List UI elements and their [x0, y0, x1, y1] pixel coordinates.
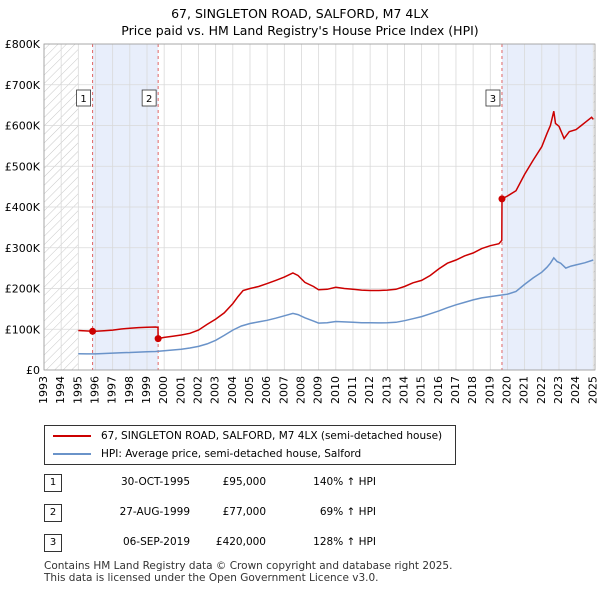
- transaction-row: 3 06-SEP-2019 £420,000 128% ↑ HPI: [44, 534, 464, 552]
- y-tick-label: £500K: [5, 160, 41, 173]
- y-tick-label: £400K: [5, 201, 41, 214]
- x-tick-label: 2015: [415, 376, 428, 404]
- transaction-hpi-change: 69% ↑ HPI: [319, 506, 376, 518]
- legend-swatch-red: [53, 435, 91, 437]
- x-tick-label: 2001: [174, 376, 187, 404]
- x-tick-label: 2007: [277, 376, 290, 404]
- y-tick-label: £600K: [5, 120, 41, 133]
- y-tick-label: £300K: [5, 242, 41, 255]
- legend-swatch-blue: [53, 453, 91, 455]
- x-tick-label: 2009: [312, 376, 325, 404]
- transaction-number: 2: [44, 504, 62, 522]
- sale-marker-box: [76, 89, 91, 107]
- x-tick-label: 2013: [380, 376, 393, 404]
- legend-label-property: 67, SINGLETON ROAD, SALFORD, M7 4LX (sem…: [101, 430, 443, 442]
- x-tick-label: 1998: [123, 376, 136, 404]
- chart-title: 67, SINGLETON ROAD, SALFORD, M7 4LX: [171, 6, 429, 21]
- transaction-number: 1: [44, 474, 62, 492]
- property-series-line: [78, 111, 594, 340]
- x-tick-label: 1994: [54, 376, 67, 404]
- x-tick-label: 1996: [88, 376, 101, 404]
- sale-point: [89, 327, 97, 335]
- transaction-price: £95,000: [222, 476, 266, 488]
- sale-point: [498, 195, 506, 203]
- transaction-row: 1 30-OCT-1995 £95,000 140% ↑ HPI: [44, 474, 464, 492]
- y-tick-label: £800K: [5, 38, 41, 51]
- transaction-row: 2 27-AUG-1999 £77,000 69% ↑ HPI: [44, 504, 464, 522]
- transaction-hpi-change: 140% ↑ HPI: [313, 476, 376, 488]
- price-chart: 1 2 3 £0 £100K £200K £300K £400K £500K £600K £700…: [5, 38, 600, 404]
- transaction-hpi-change: 128% ↑ HPI: [313, 536, 376, 548]
- footer-copyright: Contains HM Land Registry data © Crown c…: [44, 560, 453, 572]
- x-tick-label: 2018: [466, 376, 479, 404]
- x-tick-label: 2022: [535, 376, 548, 404]
- x-tick-label: 2021: [518, 376, 531, 404]
- x-tick-label: 2023: [552, 376, 565, 404]
- x-tick-label: 2017: [449, 376, 462, 404]
- hpi-series-line: [78, 256, 594, 355]
- x-tick-label: 2020: [500, 376, 513, 404]
- x-tick-label: 1997: [106, 376, 119, 404]
- sale-marker-label: 2: [146, 94, 152, 105]
- y-tick-label: £700K: [5, 79, 41, 92]
- x-tick-label: 2024: [569, 376, 582, 404]
- x-tick-label: 2002: [191, 376, 204, 404]
- chart-legend: 67, SINGLETON ROAD, SALFORD, M7 4LX (sem…: [44, 425, 456, 465]
- transaction-date: 27-AUG-1999: [119, 506, 190, 518]
- x-tick-label: 2010: [329, 376, 342, 404]
- x-tick-label: 2008: [294, 376, 307, 404]
- x-tick-label: 2012: [363, 376, 376, 404]
- y-tick-label: £0: [26, 364, 40, 377]
- transaction-price: £77,000: [222, 506, 266, 518]
- x-tick-label: 2006: [260, 376, 273, 404]
- x-tick-label: 1995: [71, 376, 84, 404]
- x-tick-label: 2011: [346, 376, 359, 404]
- transaction-price: £420,000: [215, 536, 266, 548]
- sale-point: [154, 335, 162, 343]
- sale-marker-box: [141, 89, 157, 107]
- y-tick-label: £100K: [5, 323, 41, 336]
- x-tick-label: 2005: [243, 376, 256, 404]
- legend-item-hpi: HPI: Average price, semi-detached house,…: [53, 446, 361, 462]
- x-tick-label: 2019: [483, 376, 496, 404]
- x-tick-label: 1999: [140, 376, 153, 404]
- x-tick-label: 2025: [586, 376, 599, 404]
- y-tick-label: £200K: [5, 283, 41, 296]
- sale-marker-label: 1: [80, 94, 86, 105]
- sale-marker-label: 3: [490, 94, 496, 105]
- x-tick-label: 2014: [397, 376, 410, 404]
- footer-licence: This data is licensed under the Open Gov…: [44, 572, 379, 584]
- x-tick-label: 1993: [37, 376, 50, 404]
- x-tick-label: 2000: [157, 376, 170, 404]
- x-tick-label: 2003: [209, 376, 222, 404]
- x-tick-label: 2004: [226, 376, 239, 404]
- legend-label-hpi: HPI: Average price, semi-detached house,…: [101, 448, 362, 460]
- x-tick-label: 2016: [432, 376, 445, 404]
- transaction-number: 3: [44, 534, 62, 552]
- plot-border: [43, 43, 596, 371]
- legend-item-property: 67, SINGLETON ROAD, SALFORD, M7 4LX (sem…: [53, 428, 442, 444]
- transaction-date: 30-OCT-1995: [121, 476, 190, 488]
- chart-subtitle: Price paid vs. HM Land Registry's House …: [121, 23, 479, 38]
- sale-marker-box: [485, 89, 501, 107]
- transaction-date: 06-SEP-2019: [122, 536, 190, 548]
